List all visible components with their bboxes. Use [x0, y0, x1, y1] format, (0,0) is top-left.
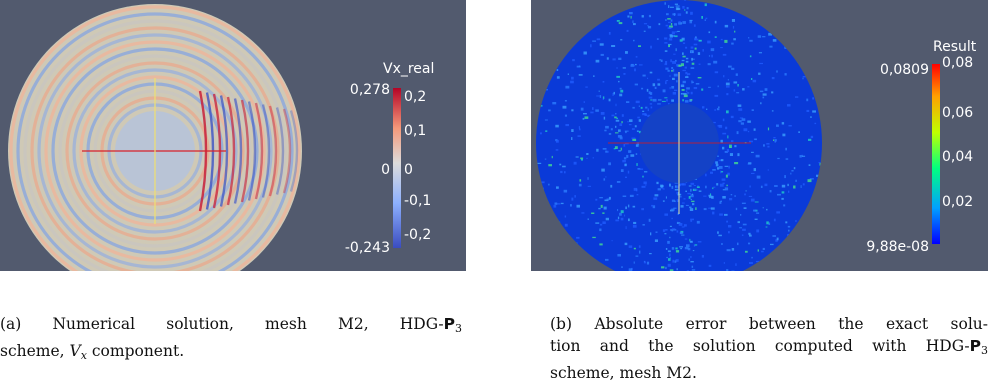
error-field	[537, 0, 822, 271]
caption-b-line: scheme, mesh M2.	[550, 364, 697, 382]
colorbar-a-min: -0,243	[344, 240, 390, 256]
colorbar-b-tick: 0,02	[942, 194, 974, 210]
caption-a-line: (a) Numerical solution, mesh M2, HDG-	[0, 315, 444, 333]
figure-a-render-view: Vx_real 0,278 0,2 0,1 0 0 -0,1 -0,2 -0,2…	[0, 0, 466, 271]
math-space-symbol: P	[443, 315, 455, 333]
caption-b-line: tion and the solution computed with HDG-	[550, 337, 970, 355]
colorbar-a-title: Vx_real	[383, 61, 435, 77]
math-space-index: 3	[981, 344, 988, 357]
caption-b-line: (b) Absolute error between the exact sol…	[550, 315, 988, 333]
colorbar-a-tick: 0,1	[404, 123, 427, 139]
colorbar-a-tick: -0,1	[404, 193, 432, 209]
figure-a-caption: (a) Numerical solution, mesh M2, HDG-P3 …	[0, 313, 462, 367]
colorbar-a-tick: 0	[404, 162, 413, 178]
colorbar-b-max: 0,0809	[880, 62, 929, 78]
colorbar-a-zero: 0	[381, 162, 390, 178]
colorbar-b-tick: 0,04	[942, 149, 974, 165]
colorbar-a-max: 0,278	[349, 82, 390, 98]
colorbar-a	[393, 88, 401, 248]
colorbar-b-tick: 0,08	[942, 55, 974, 71]
figure-b-render-view: Result 0,0809 0,08 0,06 0,04 0,02 9,88e-…	[531, 0, 988, 271]
figure-a-plot	[8, 4, 401, 271]
colorbar-b	[932, 64, 940, 244]
math-var-symbol: V	[69, 342, 81, 360]
caption-a-line: scheme,	[0, 342, 70, 360]
caption-a-line: component.	[86, 342, 185, 360]
colorbar-b-title: Result	[933, 39, 977, 55]
colorbar-a-tick: 0,2	[404, 89, 427, 105]
figure-b-plot	[536, 0, 940, 271]
math-space-symbol: P	[969, 337, 981, 355]
math-space-index: 3	[455, 322, 462, 335]
figure-b-caption: (b) Absolute error between the exact sol…	[550, 313, 988, 384]
colorbar-a-tick: -0,2	[404, 227, 432, 243]
colorbar-b-tick: 0,06	[942, 105, 974, 121]
colorbar-b-min: 9,88e-08	[866, 239, 929, 255]
math-var-index: x	[80, 349, 87, 362]
